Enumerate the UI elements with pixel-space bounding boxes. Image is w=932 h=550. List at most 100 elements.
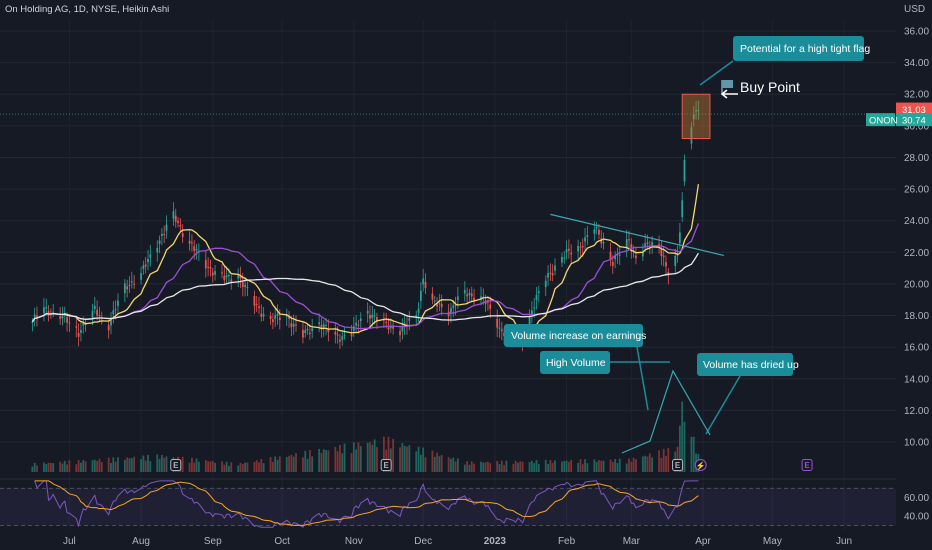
candle-body xyxy=(389,326,392,329)
volume-bar xyxy=(193,462,196,472)
candle-body xyxy=(221,272,223,274)
candle-body xyxy=(31,321,34,323)
volume-bar xyxy=(45,464,48,472)
volume-trace-line xyxy=(621,369,711,454)
volume-bar xyxy=(577,462,580,472)
moving-averages xyxy=(31,184,700,336)
volume-bar xyxy=(343,443,346,472)
candle-body xyxy=(304,330,307,333)
volume-bar xyxy=(271,461,274,472)
earnings-marker-label: E xyxy=(173,461,179,470)
volume-bar xyxy=(228,465,230,472)
candle-body xyxy=(399,331,401,336)
volume-bar xyxy=(628,458,630,472)
volume-bar xyxy=(503,465,506,472)
price-tick-label: 14.00 xyxy=(904,374,929,385)
candle-body xyxy=(577,246,580,252)
volume-bar xyxy=(84,461,87,472)
volume-bar xyxy=(334,446,337,472)
volume-bar xyxy=(359,445,362,472)
dividend-marker-icon[interactable] xyxy=(694,459,707,471)
volume-bar xyxy=(130,458,133,472)
volume-bar xyxy=(470,461,473,472)
candle-body xyxy=(373,315,376,317)
volume-bar xyxy=(406,446,408,472)
volume-bar xyxy=(318,448,321,472)
time-tick-label: 2023 xyxy=(484,536,507,547)
volume-bar xyxy=(204,460,207,472)
candle-body xyxy=(417,308,420,313)
volume-bar xyxy=(635,459,637,472)
volume-bar xyxy=(223,464,226,472)
dividend-marker-label: ⚡ xyxy=(696,461,706,471)
candle-body xyxy=(239,275,242,279)
volume-bar xyxy=(336,451,339,472)
candle-body xyxy=(295,324,297,326)
candle-body xyxy=(489,304,492,309)
candle-body xyxy=(466,294,469,297)
volume-bar xyxy=(107,457,110,472)
candle-body xyxy=(84,324,87,326)
volume-bar xyxy=(528,462,531,472)
candle-body xyxy=(290,323,293,328)
price-axis[interactable]: 10.00 12.00 14.00 16.00 18.00 20.00 22.00 24.00… xyxy=(904,27,929,449)
earnings-marker-label: E xyxy=(675,461,681,470)
time-tick-label: Aug xyxy=(132,536,150,547)
volume-bar xyxy=(80,462,82,472)
price-tick-label: 24.00 xyxy=(904,216,929,227)
volume-bar xyxy=(456,458,459,472)
candle-body xyxy=(424,281,427,289)
price-tick-label: 30.00 xyxy=(904,121,929,132)
volume-bar xyxy=(419,454,422,472)
candle-body xyxy=(641,252,644,257)
candle-body xyxy=(253,295,256,306)
candle-body xyxy=(385,321,388,323)
volume-bar xyxy=(36,465,38,472)
candle-body xyxy=(554,265,556,271)
candle-body xyxy=(350,334,353,337)
candle-body xyxy=(237,275,240,279)
volume-bar xyxy=(570,459,573,472)
volume-bar xyxy=(436,452,438,472)
candle-body xyxy=(343,334,346,336)
volume-bar xyxy=(496,461,499,472)
volume-bar xyxy=(422,447,425,472)
time-axis[interactable]: Jul Aug Sep Oct Nov Dec 2023 Feb Mar Apr May Jun xyxy=(63,536,852,547)
candle-body xyxy=(230,279,233,282)
candle-body xyxy=(59,316,62,319)
volume-bar xyxy=(658,450,660,472)
candle-body xyxy=(401,326,404,332)
earnings-marker-icon[interactable] xyxy=(380,459,392,471)
arrow-left-icon xyxy=(720,89,738,99)
time-tick-label: May xyxy=(763,536,782,547)
candle-body xyxy=(581,245,584,248)
earnings-marker-icon[interactable] xyxy=(672,459,684,471)
earnings-marker-icon[interactable] xyxy=(801,459,813,471)
volume-bar xyxy=(123,459,126,472)
volume-bar xyxy=(47,462,50,472)
volume-bar xyxy=(554,460,556,472)
candle-body xyxy=(271,319,274,323)
candle-body xyxy=(480,296,482,300)
volume-bar xyxy=(660,457,663,472)
volume-bar xyxy=(415,451,418,472)
volume-bar xyxy=(484,462,487,472)
volume-bar xyxy=(371,444,374,472)
candle-body xyxy=(147,258,149,263)
volume-bar xyxy=(43,462,45,472)
candle-body xyxy=(77,333,80,337)
volume-bar xyxy=(681,401,684,472)
candle-body xyxy=(498,327,501,329)
candle-body xyxy=(644,243,647,248)
volume-bar xyxy=(466,461,469,472)
candle-body xyxy=(456,296,459,301)
volume-bar xyxy=(246,462,249,472)
volume-bar xyxy=(408,445,411,472)
earnings-marker-icon[interactable] xyxy=(170,459,182,471)
earnings-marker-label: E xyxy=(804,461,810,470)
volume-bar xyxy=(487,461,489,472)
candle-body xyxy=(660,249,663,257)
candle-body xyxy=(611,262,614,266)
candle-body xyxy=(500,329,503,332)
